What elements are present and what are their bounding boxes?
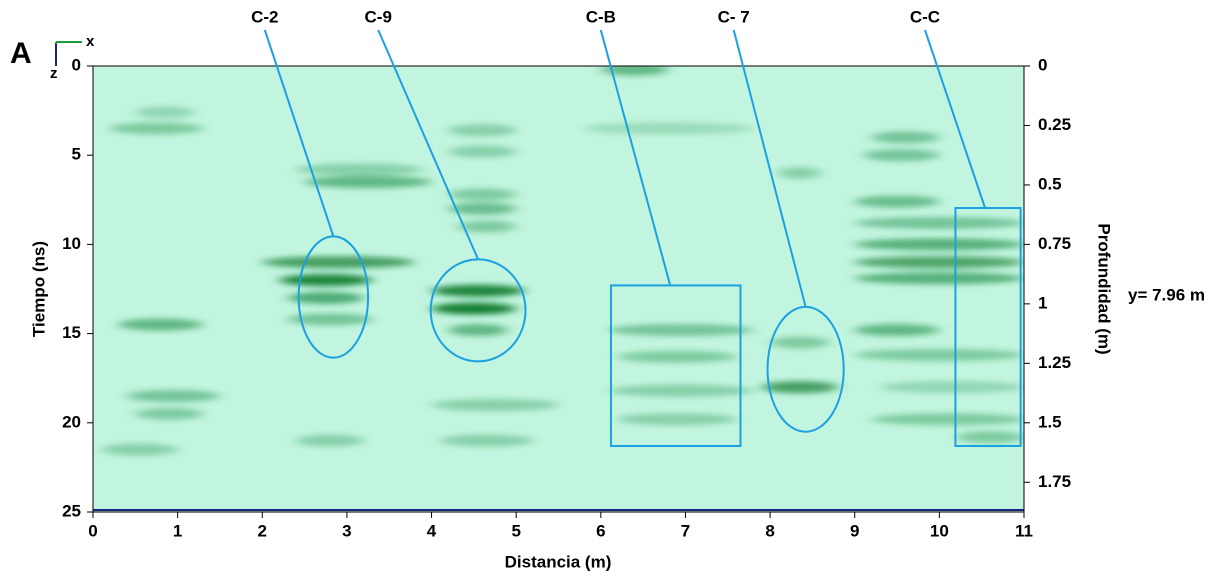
reflection-band [135,407,204,420]
annotation-label: C-B [586,7,616,26]
side-note: y= 7.96 m [1128,285,1205,304]
x-axis-label: Distancia (m) [505,552,612,571]
reflection-band [126,390,220,403]
reflection-band [956,431,1024,444]
reflection-band [863,149,940,162]
reflection-band [583,122,754,135]
y-axis-label: Tiempo (ns) [29,241,48,337]
reflection-band [448,188,517,201]
y2-tick-label: 1.75 [1038,472,1071,491]
annotation-leader [263,29,335,237]
y2-tick-label: 0.75 [1038,234,1071,253]
x-tick-label: 6 [596,521,605,540]
reflection-band [431,302,517,315]
reflection-band [761,381,838,394]
y-tick-label: 20 [62,412,81,431]
reflection-band [448,145,517,158]
reflection-band [101,443,178,456]
reflection-band [617,413,737,426]
annotation-rect [609,284,742,447]
reflection-band [854,256,1024,269]
reflection-band [609,384,754,397]
reflection-band [880,381,1024,394]
reflection-band [262,256,415,269]
annotation-label: C-C [910,7,940,26]
reflection-band [854,216,1024,229]
y2-tick-label: 0.25 [1038,115,1071,134]
y2-tick-label: 1.25 [1038,353,1071,372]
y-tick-label: 25 [62,501,81,520]
reflection-band [456,220,517,233]
y2-tick-label: 0.5 [1038,174,1062,193]
reflection-band [287,313,373,326]
y2-axis-label: Profundidad (m) [1095,223,1114,354]
y2-tick-label: 1.5 [1038,412,1062,431]
reflection-band [448,202,517,215]
reflection-band [135,106,195,119]
x-tick-label: 5 [511,521,520,540]
x-tick-label: 9 [850,521,859,540]
y-tick-label: 10 [62,234,81,253]
reflection-band [854,238,1024,251]
x-tick-label: 2 [258,521,267,540]
reflections [101,66,1024,456]
reflection-band [304,175,432,188]
panel-label: A [10,37,32,70]
x-tick-label: 11 [1015,521,1033,540]
reflection-band [440,434,534,447]
reflection-band [617,350,737,363]
reflection-band [854,195,940,208]
reflection-band [109,122,204,135]
annotation-ellipse [297,235,370,359]
reflection-band [431,398,559,411]
x-tick-label: 3 [342,521,351,540]
y-tick-label: 5 [72,145,81,164]
reflection-band [296,434,364,447]
reflection-band [296,163,424,176]
y-tick-label: 15 [62,323,81,342]
reflection-band [854,272,1024,285]
annotation-leader [377,29,480,260]
annotation-rect [954,207,1022,447]
reflection-band [854,324,940,337]
reflection-band [778,167,821,180]
x-tick-label: 8 [765,521,774,540]
x-tick-label: 10 [930,521,949,540]
annotation-label: C- 7 [718,7,750,26]
x-tick-label: 4 [427,521,437,540]
x-tick-label: 1 [173,521,182,540]
annotation-leader [599,29,672,286]
reflection-band [854,349,1024,362]
annotation-label: C-2 [251,7,278,26]
annotation-label: C-9 [365,7,392,26]
x-tick-label: 0 [88,521,97,540]
axis-indicator-x-label: x [86,33,95,50]
reflection-band [287,291,364,304]
axis-indicator-z-label: z [50,65,58,82]
y2-tick-label: 1 [1038,293,1047,312]
plot-background [93,66,1024,512]
y-tick-label: 0 [72,55,81,74]
annotation-leader [732,29,807,308]
reflection-band [871,131,940,144]
reflection-band [448,324,508,337]
reflection-band [279,274,373,287]
y2-tick-label: 0 [1038,55,1047,74]
reflection-band [431,284,525,297]
reflection-band [871,413,1024,426]
reflection-band [448,124,517,137]
frame [92,65,1025,513]
reflection-band [600,66,669,76]
reflection-band [770,336,830,349]
annotation-leader [924,29,987,209]
reflection-band [118,318,204,331]
reflection-band [609,324,754,337]
x-tick-label: 7 [681,521,690,540]
